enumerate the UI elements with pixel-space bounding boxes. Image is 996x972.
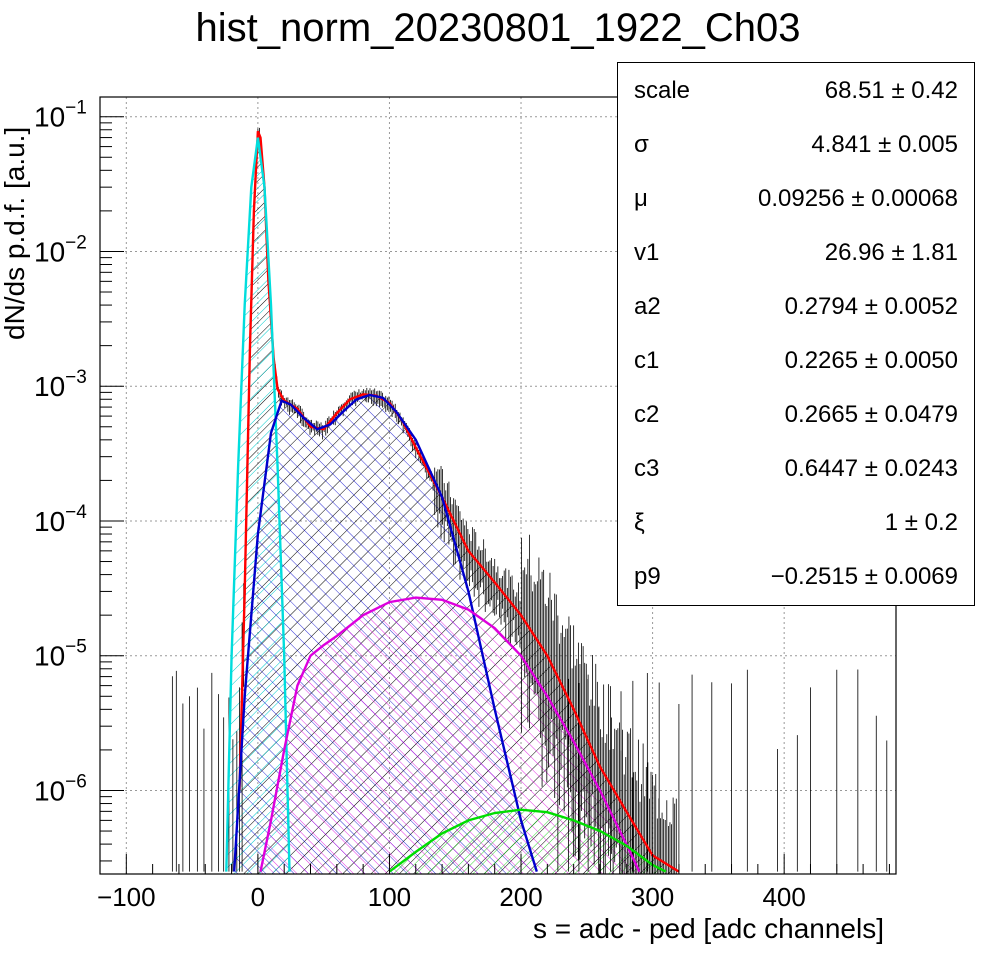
stat-value: 0.2794 ± 0.0052: [784, 293, 958, 320]
y-tick-label: 10−5: [34, 637, 87, 672]
stat-value: 26.96 ± 1.81: [824, 239, 958, 266]
stat-name: μ: [634, 185, 648, 212]
stat-value: 0.6447 ± 0.0243: [784, 455, 958, 482]
stat-name: σ: [634, 131, 649, 158]
x-tick-label: 300: [631, 882, 674, 912]
stat-row: scale 68.51 ± 0.42: [618, 63, 974, 117]
magenta-fill: [260, 597, 640, 874]
pedestal-curve: [225, 137, 291, 872]
stat-value: 4.841 ± 0.005: [811, 131, 958, 158]
x-tick-label: 0: [251, 882, 265, 912]
y-tick-label: 10−1: [34, 98, 87, 133]
total-fit-curve: [238, 130, 680, 873]
y-axis-ticks: 10−1 10−2 10−3 10−4 10−5 10−6: [34, 98, 124, 862]
stat-row: p9 −0.2515 ± 0.0069: [618, 549, 974, 603]
chart-title: hist_norm_20230801_1922_Ch03: [195, 6, 801, 50]
y-tick-label: 10−4: [34, 502, 87, 537]
double-pe-curve: [259, 596, 641, 873]
stat-name: v1: [634, 239, 660, 266]
stat-value: −0.2515 ± 0.0069: [770, 563, 958, 590]
stat-name: scale: [634, 77, 691, 104]
x-tick-label: 100: [368, 882, 411, 912]
stat-value: 0.2265 ± 0.0050: [784, 347, 958, 374]
stat-name: c2: [634, 401, 660, 428]
stat-value: 0.2665 ± 0.0479: [784, 401, 958, 428]
stat-row: c2 0.2665 ± 0.0479: [618, 387, 974, 441]
stat-name: p9: [634, 563, 661, 590]
x-tick-label: −100: [97, 882, 156, 912]
stat-row: ξ 1 ± 0.2: [618, 495, 974, 549]
x-axis-label: s = adc - ped [adc channels]: [533, 913, 884, 944]
stat-name: c3: [634, 455, 660, 482]
stat-value: 68.51 ± 0.42: [824, 77, 958, 104]
y-tick-label: 10−2: [34, 232, 87, 267]
x-axis-ticks: −100 0 100 200 300 400: [97, 854, 890, 912]
stat-name: a2: [634, 293, 661, 320]
stat-row: μ 0.09256 ± 0.00068: [618, 171, 974, 225]
stat-row: c1 0.2265 ± 0.0050: [618, 333, 974, 387]
stat-row: v1 26.96 ± 1.81: [618, 225, 974, 279]
y-tick-label: 10−6: [34, 771, 87, 806]
y-axis-label: dN/ds p.d.f. [a.u.]: [0, 127, 30, 340]
stat-value: 0.09256 ± 0.00068: [757, 185, 958, 212]
stat-row: σ 4.841 ± 0.005: [618, 117, 974, 171]
y-tick-label: 10−3: [34, 367, 87, 402]
x-tick-label: 200: [499, 882, 542, 912]
fit-stats-box: scale 68.51 ± 0.42 σ 4.841 ± 0.005 μ 0.09256 …: [617, 62, 975, 606]
triple-pe-curve: [388, 808, 667, 873]
stat-name: ξ: [634, 509, 645, 536]
stat-row: a2 0.2794 ± 0.0052: [618, 279, 974, 333]
filled-areas: [226, 131, 679, 874]
fit-curves: [225, 130, 680, 873]
stat-row: c3 0.6447 ± 0.0243: [618, 441, 974, 495]
x-tick-label: 400: [762, 882, 805, 912]
single-pe-curve: [233, 393, 538, 872]
stat-name: c1: [634, 347, 660, 374]
stat-value: 1 ± 0.2: [884, 509, 958, 536]
